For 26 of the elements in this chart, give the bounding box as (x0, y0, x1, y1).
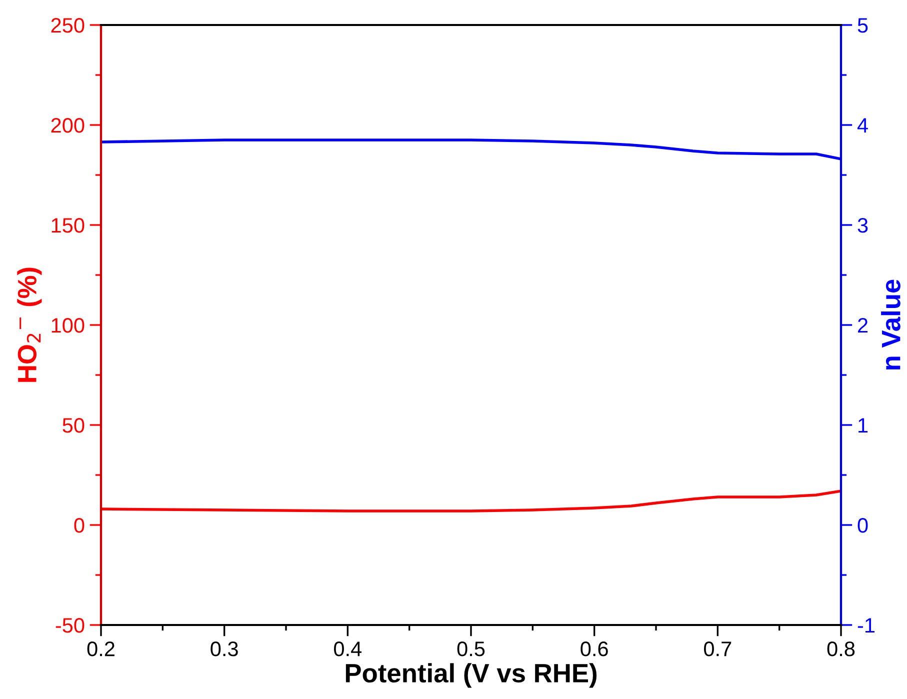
y2-tick-label: 4 (857, 118, 868, 133)
x-tick-label: 0.7 (704, 642, 732, 656)
x-tick-label: 0.8 (827, 642, 855, 656)
y-tick-label: 200 (51, 118, 84, 133)
x-tick-label: 0.4 (334, 642, 362, 656)
line-series (101, 138, 841, 160)
y-tick-label: 0 (74, 518, 84, 533)
y-tick-label: 250 (51, 18, 84, 33)
x-axis-title: Potential (V vs RHE) (346, 663, 597, 688)
y-axis-title: HO$_{2}$$^{−}$ (%) (17, 268, 42, 382)
y2-axis-title: n Value (881, 280, 900, 370)
y-tick-label: 150 (52, 218, 84, 233)
y2-tick-label: 2 (858, 318, 868, 333)
line-series (101, 490, 841, 512)
x-tick-label: 0.5 (457, 642, 485, 656)
x-tick-label: 0.3 (210, 642, 238, 656)
x-tick-label: 0.2 (87, 642, 114, 656)
y2-tick-label: 3 (858, 218, 868, 233)
y2-tick-label: -1 (858, 618, 874, 633)
y2-tick-label: 0 (858, 518, 868, 533)
y-tick-label: 50 (62, 418, 84, 433)
y2-tick-label: 1 (858, 418, 868, 433)
y-tick-label: -50 (56, 618, 84, 633)
x-tick-label: 0.6 (580, 642, 608, 656)
y-tick-label: 100 (52, 318, 84, 333)
y2-tick-label: 5 (858, 18, 868, 33)
